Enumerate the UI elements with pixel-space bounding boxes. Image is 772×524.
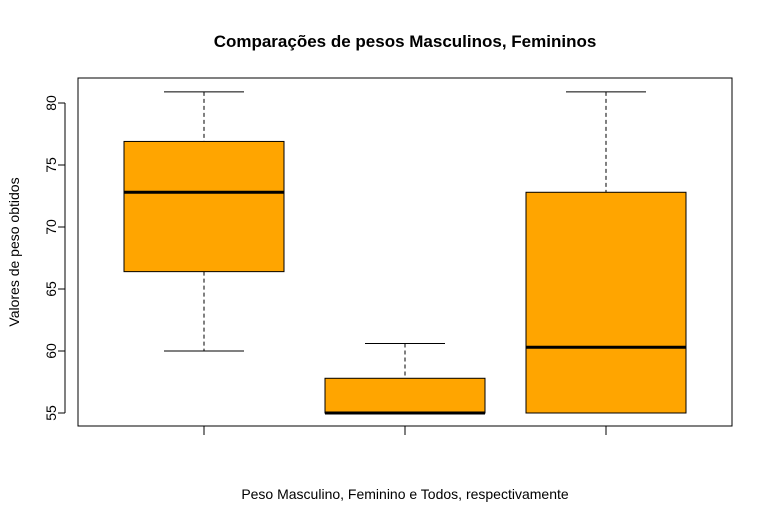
y-tick-label: 65: [43, 281, 59, 297]
y-tick-label: 70: [43, 219, 59, 235]
boxes-layer: [123, 91, 687, 415]
box-3: [525, 91, 687, 414]
y-tick-label: 75: [43, 157, 59, 173]
y-tick-label: 80: [43, 95, 59, 111]
y-tick-label: 55: [43, 405, 59, 421]
x-axis: [203, 426, 607, 435]
box-1: [123, 91, 285, 352]
box-body: [525, 191, 687, 414]
y-axis: 55 60 65 70 75 80: [43, 95, 66, 421]
y-axis-label: Valores de peso obtidos: [6, 177, 22, 326]
y-tick-label: 60: [43, 343, 59, 359]
box-body: [123, 140, 285, 273]
box-2: [324, 343, 486, 415]
x-axis-label: Peso Masculino, Feminino e Todos, respec…: [241, 486, 569, 502]
chart-title: Comparações de pesos Masculinos, Feminin…: [214, 32, 597, 51]
box-body: [324, 377, 486, 414]
